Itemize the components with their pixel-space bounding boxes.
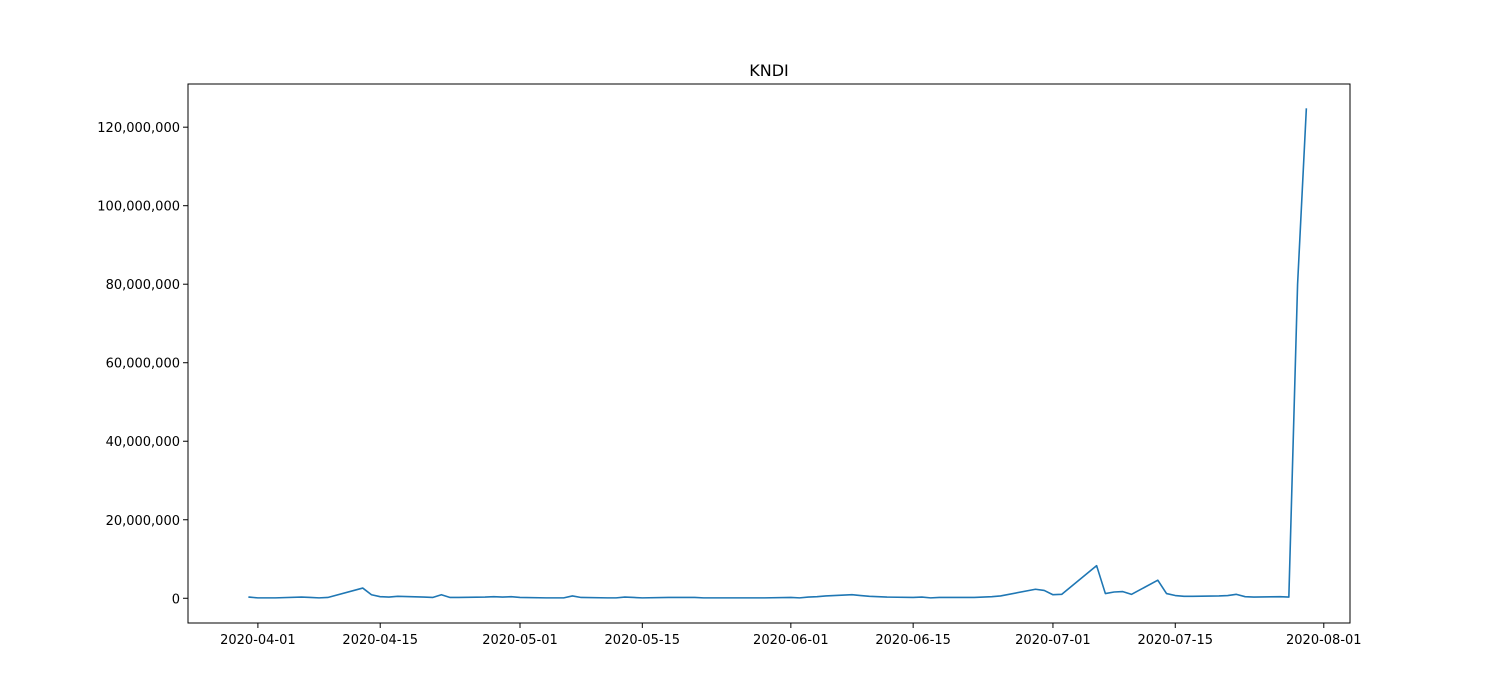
x-tick-label: 2020-06-01	[753, 633, 829, 648]
y-tick-label: 100,000,000	[97, 200, 180, 215]
x-tick-label: 2020-04-01	[220, 633, 296, 648]
x-tick-label: 2020-07-15	[1137, 633, 1213, 648]
x-tick-label: 2020-06-15	[875, 633, 951, 648]
x-tick-label: 2020-04-15	[342, 633, 418, 648]
y-tick-label: 120,000,000	[97, 121, 180, 136]
y-tick-label: 80,000,000	[106, 278, 180, 293]
y-tick-label: 0	[172, 592, 180, 607]
chart-title: KNDI	[749, 61, 789, 80]
y-tick-label: 60,000,000	[106, 357, 180, 372]
series-line-0	[248, 108, 1308, 599]
y-tick-label: 40,000,000	[106, 435, 180, 450]
y-axis: 0 20,000,000 40,000,000 60,000,000 80,000,00…	[97, 121, 188, 607]
x-tick-label: 2020-08-01	[1286, 633, 1362, 648]
x-tick-label: 2020-05-15	[605, 633, 681, 648]
plot-area	[248, 108, 1308, 599]
axes-frame	[187, 83, 1351, 624]
x-tick-label: 2020-05-01	[482, 633, 558, 648]
x-tick-label: 2020-07-01	[1015, 633, 1091, 648]
y-tick-label: 20,000,000	[106, 514, 180, 529]
x-axis: 2020-04-01 2020-04-15 2020-05-01 2020-05-15…	[220, 623, 1362, 648]
